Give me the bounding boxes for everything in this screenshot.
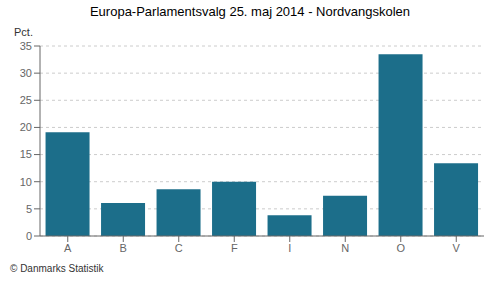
- svg-text:30: 30: [20, 67, 32, 79]
- svg-text:10: 10: [20, 176, 32, 188]
- html-text:© Danmarks Statistik: © Danmarks Statistik: [10, 263, 104, 274]
- svg-text:F: F: [231, 242, 238, 254]
- html-text:Pct.: Pct.: [14, 26, 33, 38]
- svg-text:B: B: [120, 242, 127, 254]
- svg-text:C: C: [175, 242, 183, 254]
- svg-text:V: V: [453, 242, 461, 254]
- svg-text:O: O: [396, 242, 405, 254]
- svg-text:I: I: [288, 242, 291, 254]
- svg-text:35: 35: [20, 40, 32, 52]
- svg-text:15: 15: [20, 148, 32, 160]
- svg-text:N: N: [341, 242, 349, 254]
- svg-text:5: 5: [26, 203, 32, 215]
- html-text:Europa-Parlamentsvalg 25. maj: Europa-Parlamentsvalg 25. maj 2014 - Nor…: [89, 4, 411, 19]
- svg-text:A: A: [64, 242, 72, 254]
- svg-text:20: 20: [20, 121, 32, 133]
- svg-text:0: 0: [26, 230, 32, 242]
- svg-text:25: 25: [20, 94, 32, 106]
